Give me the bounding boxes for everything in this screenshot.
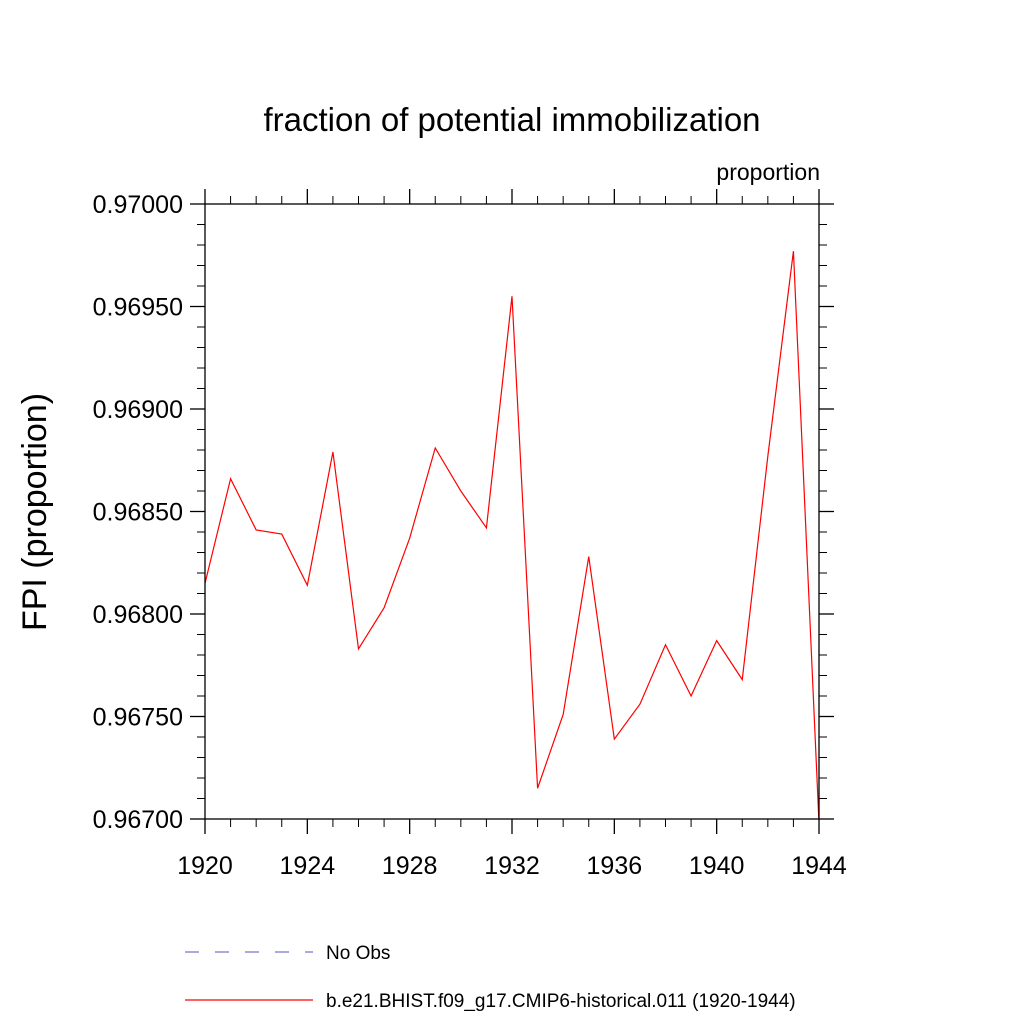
y-tick-label: 0.96750: [93, 704, 183, 732]
y-tick-label: 0.96800: [93, 601, 183, 629]
units-label: proportion: [716, 159, 820, 185]
legend-label: No Obs: [326, 943, 390, 964]
legend: No Obs b.e21.BHIST.f09_g17.CMIP6-historic…: [185, 943, 796, 1012]
series-line-1: [205, 251, 819, 819]
x-tick-label: 1944: [791, 852, 847, 880]
chart-title: fraction of potential immobilization: [263, 101, 760, 138]
y-axis-label: FPI (proportion): [16, 393, 54, 631]
y-tick-label: 0.97000: [93, 191, 183, 219]
plot-frame: [204, 203, 820, 820]
legend-label: b.e21.BHIST.f09_g17.CMIP6-historical.011…: [326, 991, 796, 1012]
axis-ticks: 1920 1924 1928 1932 1936 1940 1944 0.96700 0.967…: [93, 189, 847, 880]
y-tick-label: 0.96900: [93, 396, 183, 424]
plot-area: [205, 251, 819, 819]
y-tick-label: 0.96950: [93, 294, 183, 322]
x-tick-label: 1924: [280, 852, 336, 880]
x-tick-label: 1936: [587, 852, 643, 880]
x-tick-label: 1940: [689, 852, 745, 880]
y-tick-label: 0.96850: [93, 499, 183, 527]
x-tick-label: 1928: [382, 852, 438, 880]
x-tick-label: 1932: [484, 852, 540, 880]
x-tick-label: 1920: [177, 852, 233, 880]
y-tick-label: 0.96700: [93, 806, 183, 834]
